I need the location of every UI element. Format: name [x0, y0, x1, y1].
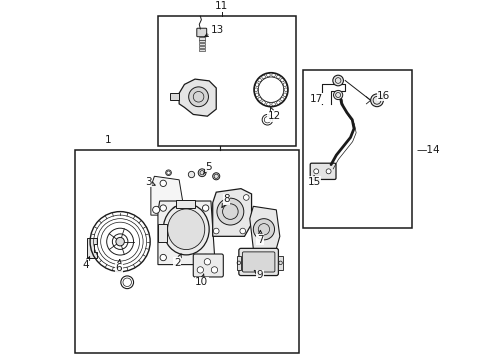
Text: 2: 2	[173, 254, 181, 268]
Polygon shape	[87, 238, 97, 257]
Polygon shape	[249, 206, 279, 249]
Bar	[170, 93, 179, 100]
Bar	[198, 43, 204, 45]
Text: 8: 8	[222, 194, 229, 207]
Text: 15: 15	[307, 176, 320, 186]
Circle shape	[313, 169, 318, 174]
Circle shape	[212, 173, 219, 180]
Polygon shape	[158, 201, 214, 265]
Text: 10: 10	[195, 274, 208, 287]
Text: 12: 12	[267, 107, 280, 121]
Bar	[75, 150, 299, 353]
Text: 3: 3	[144, 177, 155, 187]
Text: 6: 6	[115, 260, 122, 273]
Text: 16: 16	[376, 91, 389, 101]
Bar	[158, 224, 166, 242]
Text: —14: —14	[416, 145, 441, 155]
Text: 1: 1	[105, 135, 112, 145]
FancyBboxPatch shape	[242, 252, 274, 272]
Text: 11: 11	[214, 1, 228, 11]
Circle shape	[160, 180, 166, 186]
Bar	[158, 15, 295, 146]
Circle shape	[202, 205, 208, 211]
Circle shape	[204, 258, 210, 265]
FancyBboxPatch shape	[196, 28, 206, 37]
Circle shape	[370, 94, 383, 107]
Text: 13: 13	[204, 24, 224, 37]
Text: —14: —14	[416, 145, 440, 155]
Circle shape	[211, 267, 217, 273]
Circle shape	[243, 195, 248, 200]
Circle shape	[160, 255, 166, 261]
Circle shape	[188, 171, 194, 178]
Circle shape	[325, 169, 330, 174]
Text: 7: 7	[256, 230, 263, 245]
Polygon shape	[151, 176, 183, 215]
Bar	[278, 256, 282, 270]
Circle shape	[116, 237, 124, 246]
Circle shape	[217, 198, 244, 225]
Ellipse shape	[163, 204, 209, 255]
Bar	[198, 40, 204, 42]
Circle shape	[215, 202, 227, 215]
Bar	[198, 46, 204, 48]
Text: 4: 4	[82, 257, 89, 270]
Text: 5: 5	[203, 162, 212, 174]
Text: 1: 1	[105, 135, 112, 145]
Circle shape	[160, 205, 166, 211]
Polygon shape	[212, 189, 251, 236]
Ellipse shape	[167, 209, 204, 249]
Circle shape	[213, 228, 219, 234]
Text: 17: 17	[309, 94, 322, 104]
Circle shape	[253, 219, 274, 240]
Text: 11: 11	[214, 1, 228, 11]
Circle shape	[240, 228, 245, 234]
Circle shape	[202, 255, 208, 261]
Bar	[302, 70, 411, 228]
FancyBboxPatch shape	[193, 254, 223, 277]
FancyBboxPatch shape	[309, 163, 335, 179]
Circle shape	[197, 267, 203, 273]
Circle shape	[332, 75, 343, 86]
Bar	[198, 49, 204, 51]
Bar	[236, 256, 241, 270]
Polygon shape	[179, 79, 216, 116]
Circle shape	[152, 206, 160, 213]
Circle shape	[188, 87, 208, 107]
Circle shape	[333, 90, 342, 100]
Circle shape	[172, 207, 179, 213]
Bar	[198, 37, 204, 40]
FancyBboxPatch shape	[238, 248, 278, 275]
Circle shape	[198, 169, 205, 177]
Text: 9: 9	[254, 270, 263, 280]
Bar	[175, 200, 195, 208]
